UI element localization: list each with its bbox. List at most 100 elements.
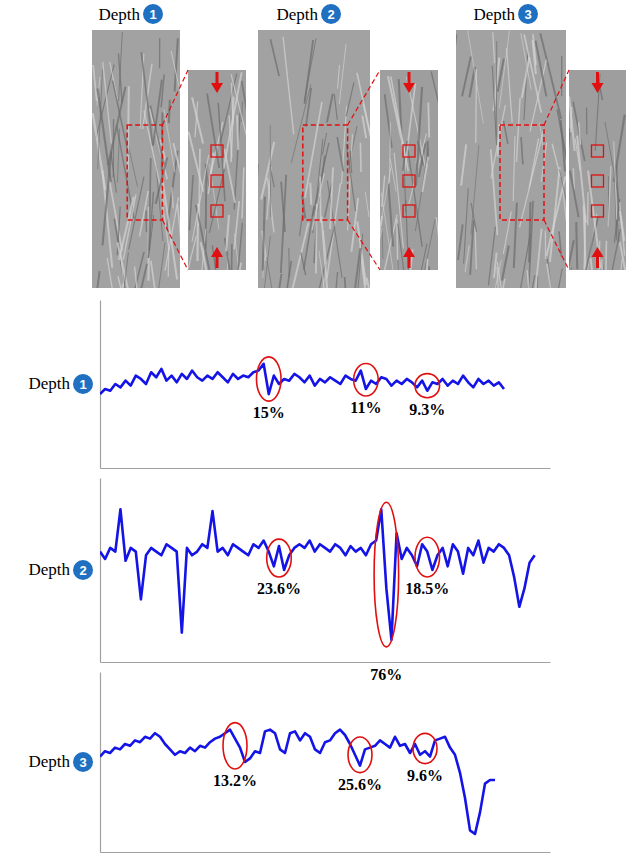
image-texture bbox=[569, 267, 572, 270]
annotation-label: 9.6% bbox=[407, 767, 443, 784]
image-texture bbox=[118, 129, 120, 183]
image-texture bbox=[145, 210, 147, 232]
image-texture bbox=[429, 266, 435, 270]
profile-panel: Depth115%11%9.3% bbox=[28, 301, 550, 469]
zoom-connector bbox=[544, 220, 569, 270]
image-texture bbox=[119, 197, 134, 260]
image-texture bbox=[107, 258, 120, 288]
image-texture bbox=[470, 67, 475, 97]
arrow-head bbox=[211, 83, 223, 93]
image-texture bbox=[458, 224, 463, 260]
image-texture bbox=[242, 81, 246, 156]
image bbox=[258, 30, 370, 288]
image-texture bbox=[367, 278, 370, 288]
image-ground bbox=[456, 30, 566, 288]
image-texture bbox=[569, 129, 570, 187]
image-texture bbox=[93, 65, 97, 101]
image-texture bbox=[169, 100, 170, 123]
image-texture bbox=[507, 48, 513, 123]
image-texture bbox=[171, 51, 180, 113]
image-texture bbox=[514, 203, 517, 268]
image-texture bbox=[540, 123, 543, 147]
image-texture bbox=[189, 132, 204, 192]
image-texture bbox=[208, 153, 213, 195]
image-texture bbox=[365, 192, 369, 217]
image-panel: Depth1 bbox=[92, 4, 255, 360]
image-texture bbox=[498, 124, 500, 156]
image-texture bbox=[533, 40, 536, 74]
image-texture bbox=[120, 252, 129, 288]
image-texture bbox=[237, 115, 238, 150]
image-texture bbox=[519, 234, 531, 288]
zoom-box bbox=[127, 125, 162, 220]
image-texture bbox=[266, 257, 273, 288]
image-texture bbox=[456, 34, 457, 68]
image-texture bbox=[334, 94, 337, 120]
image-texture bbox=[521, 137, 523, 164]
roi-square bbox=[592, 175, 604, 187]
image-texture bbox=[569, 240, 574, 270]
image-texture bbox=[163, 181, 177, 279]
panel-title: Depth bbox=[98, 5, 140, 24]
image-texture bbox=[329, 272, 337, 288]
image-texture bbox=[337, 137, 343, 171]
image-texture bbox=[281, 182, 285, 232]
y-axis bbox=[100, 479, 101, 663]
image-texture bbox=[397, 260, 399, 270]
y-axis-line bbox=[100, 479, 101, 663]
image-texture bbox=[108, 87, 125, 165]
x-axis-line bbox=[101, 852, 551, 853]
arrow-shaft bbox=[408, 72, 411, 84]
zoom-connector bbox=[348, 220, 380, 270]
arrow-head bbox=[211, 247, 223, 257]
arrow-head bbox=[592, 247, 604, 257]
image-texture bbox=[141, 52, 152, 145]
image-texture bbox=[536, 41, 547, 97]
x-axis bbox=[101, 468, 551, 469]
image-panel: Depth2 bbox=[257, 4, 449, 364]
number-badge bbox=[73, 560, 93, 580]
image-texture bbox=[602, 259, 603, 270]
image-texture bbox=[575, 138, 580, 170]
image-texture bbox=[123, 194, 136, 260]
image-ground bbox=[258, 30, 370, 288]
image-texture bbox=[350, 151, 351, 173]
image-texture bbox=[529, 138, 538, 187]
image-texture bbox=[537, 276, 538, 288]
image-texture bbox=[154, 242, 165, 288]
image-texture bbox=[345, 277, 351, 288]
image-texture bbox=[192, 155, 209, 242]
image-texture bbox=[547, 264, 562, 288]
annotation-label: 11% bbox=[350, 399, 381, 416]
image-texture bbox=[234, 201, 239, 249]
image-texture bbox=[231, 244, 233, 270]
image-texture bbox=[619, 259, 623, 270]
y-axis-line bbox=[100, 673, 101, 853]
image-texture bbox=[385, 94, 392, 148]
image-texture bbox=[96, 271, 99, 288]
roi-square bbox=[592, 145, 604, 157]
image-texture bbox=[502, 246, 509, 281]
image-texture bbox=[427, 102, 430, 137]
image-texture bbox=[462, 56, 471, 96]
image-texture bbox=[577, 136, 586, 223]
image-texture bbox=[497, 267, 499, 288]
image-texture bbox=[149, 158, 151, 251]
image-texture bbox=[196, 205, 215, 270]
image-texture bbox=[587, 192, 589, 225]
number-badge bbox=[73, 374, 93, 394]
image-texture bbox=[235, 223, 242, 270]
image-texture bbox=[529, 202, 530, 262]
image-texture bbox=[545, 231, 546, 260]
roi-square bbox=[403, 175, 415, 187]
annotation-ellipse bbox=[413, 733, 437, 763]
image-texture bbox=[338, 65, 340, 89]
zoom-connector bbox=[162, 70, 188, 125]
image-texture bbox=[550, 167, 560, 262]
image-texture bbox=[360, 247, 370, 288]
image-texture bbox=[209, 169, 224, 233]
image-texture bbox=[620, 242, 626, 270]
image-texture bbox=[242, 167, 244, 218]
image-texture bbox=[470, 220, 474, 275]
annotation-label: 25.6% bbox=[338, 776, 382, 793]
